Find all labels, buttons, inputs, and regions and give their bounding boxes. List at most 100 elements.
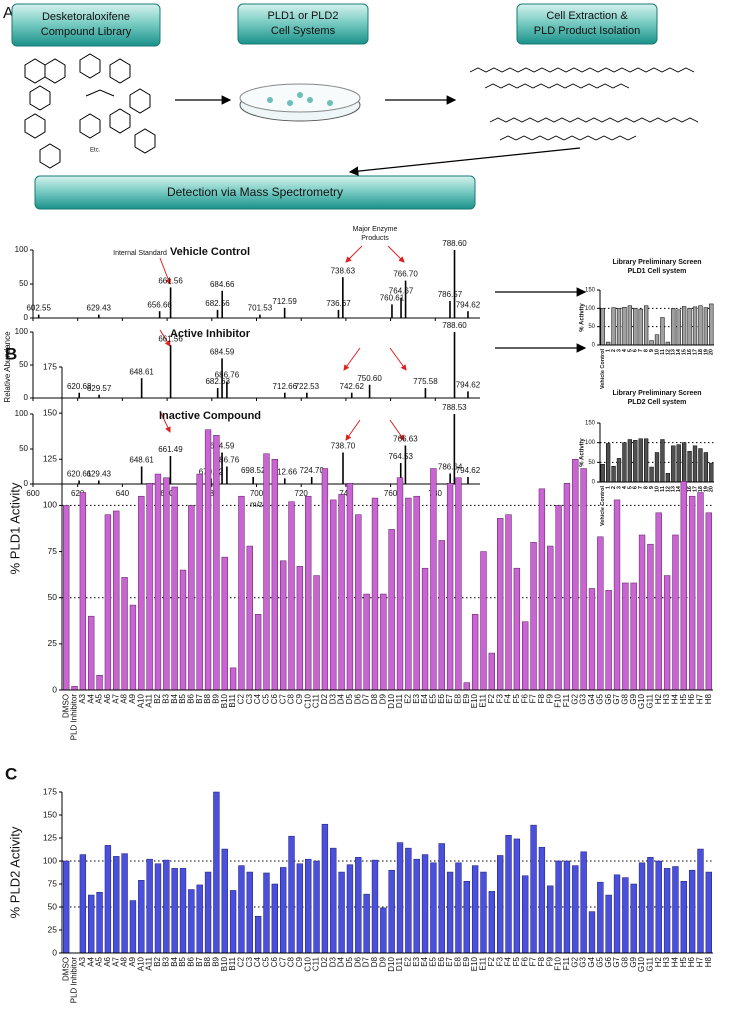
peak-label: 661.56 <box>158 334 183 343</box>
y-tick-label: 150 <box>585 421 596 427</box>
x-tick-label: 4 <box>622 485 628 489</box>
bar <box>338 871 345 954</box>
bar <box>88 615 95 691</box>
step-box <box>516 3 658 45</box>
peak-label: 661.56 <box>158 277 183 286</box>
x-tick-label: D5 <box>345 956 354 967</box>
bar <box>692 306 698 346</box>
bar <box>171 868 178 954</box>
y-tick-label: 100 <box>43 855 57 865</box>
peak-label: 786.64 <box>438 463 463 472</box>
x-tick-label: F7 <box>529 693 538 703</box>
bar <box>280 560 287 691</box>
step-box <box>34 175 476 210</box>
bar <box>163 477 170 691</box>
bar <box>438 843 445 954</box>
bar <box>688 869 696 954</box>
bar <box>530 824 537 954</box>
x-tick-label: G4 <box>587 693 596 704</box>
bar <box>630 582 637 691</box>
x-tick-label: D9 <box>378 693 387 704</box>
bar <box>681 442 687 483</box>
peak-label: 775.58 <box>413 377 438 386</box>
x-tick-label: 1 <box>606 349 612 352</box>
x-axis-label: m/z <box>250 500 263 509</box>
y-tick-label: 50 <box>19 279 28 288</box>
x-tick-label: 1 <box>606 486 612 489</box>
x-tick-label: F4 <box>504 693 513 703</box>
peak-label: 766.63 <box>393 435 418 444</box>
x-tick-label: 7 <box>638 349 644 352</box>
bar <box>647 857 654 954</box>
x-tick-label: F5 <box>512 956 521 966</box>
x-tick-label: F5 <box>512 693 521 703</box>
bar <box>638 862 646 954</box>
x-tick-label: C8 <box>287 693 296 704</box>
bar <box>600 308 605 346</box>
peak-label: 684.59 <box>210 348 235 357</box>
peak-label: 661.49 <box>158 445 183 454</box>
x-tick-label: G8 <box>620 693 629 704</box>
bar <box>221 556 228 691</box>
bar <box>229 667 237 691</box>
bar <box>204 871 212 954</box>
bar <box>430 468 437 691</box>
bar <box>246 871 253 954</box>
bar <box>421 854 429 954</box>
peak-label: 648.61 <box>129 456 154 465</box>
bar <box>121 853 128 954</box>
bar <box>430 862 437 954</box>
x-tick-label: 9 <box>649 349 655 352</box>
x-tick-label: G8 <box>620 956 629 967</box>
bar <box>471 614 479 691</box>
bar <box>705 871 712 954</box>
bar <box>627 439 633 483</box>
x-tick-label: H4 <box>671 693 680 704</box>
bar <box>446 483 454 691</box>
peak-label: 764.53 <box>388 452 413 461</box>
bar <box>246 545 253 691</box>
peak-label: 794.62 <box>456 381 481 390</box>
bar <box>530 542 537 691</box>
bar <box>480 551 487 691</box>
bar <box>513 567 521 691</box>
x-tick-label: H8 <box>704 956 713 967</box>
x-tick-label: 600 <box>26 489 40 498</box>
y-tick-label: 0 <box>592 480 596 486</box>
peak-label: 724.70 <box>299 466 324 475</box>
y-tick-label: 50 <box>19 360 28 369</box>
x-tick-label: H6 <box>687 693 696 704</box>
bar <box>121 577 128 691</box>
x-tick-label: E5 <box>429 693 438 703</box>
x-tick-label: 11 <box>660 349 666 355</box>
step-text: PLD Product Isolation <box>534 25 640 37</box>
x-tick-label: B6 <box>186 956 195 966</box>
x-tick-label: 17 <box>692 349 698 355</box>
bar <box>79 854 87 954</box>
peak-label: 760.61 <box>380 294 405 303</box>
bar <box>638 534 646 691</box>
peak-label: 686.76 <box>215 456 240 465</box>
x-tick-label: H3 <box>662 693 671 704</box>
bar <box>413 858 420 954</box>
bar <box>488 652 495 691</box>
bar <box>296 863 304 954</box>
bar <box>388 869 395 954</box>
x-tick-label: H2 <box>654 956 663 967</box>
bar <box>538 488 546 691</box>
peak-label: 629.43 <box>87 304 112 313</box>
bar <box>388 529 395 691</box>
bar <box>463 682 470 691</box>
y-tick-label: 0 <box>24 393 29 402</box>
x-tick-label: 19 <box>703 349 709 355</box>
x-tick-label: 20 <box>709 486 715 492</box>
bar <box>63 860 70 954</box>
bar <box>271 883 278 954</box>
step-text: Detection via Mass Spectrometry <box>167 185 343 199</box>
x-tick-label: A8 <box>120 956 129 966</box>
peak-label: 648.61 <box>129 367 154 376</box>
bar <box>522 875 529 954</box>
x-tick-label: C5 <box>262 956 271 967</box>
x-tick-label: PLD Inhibitor <box>70 694 79 741</box>
bar <box>563 860 571 954</box>
